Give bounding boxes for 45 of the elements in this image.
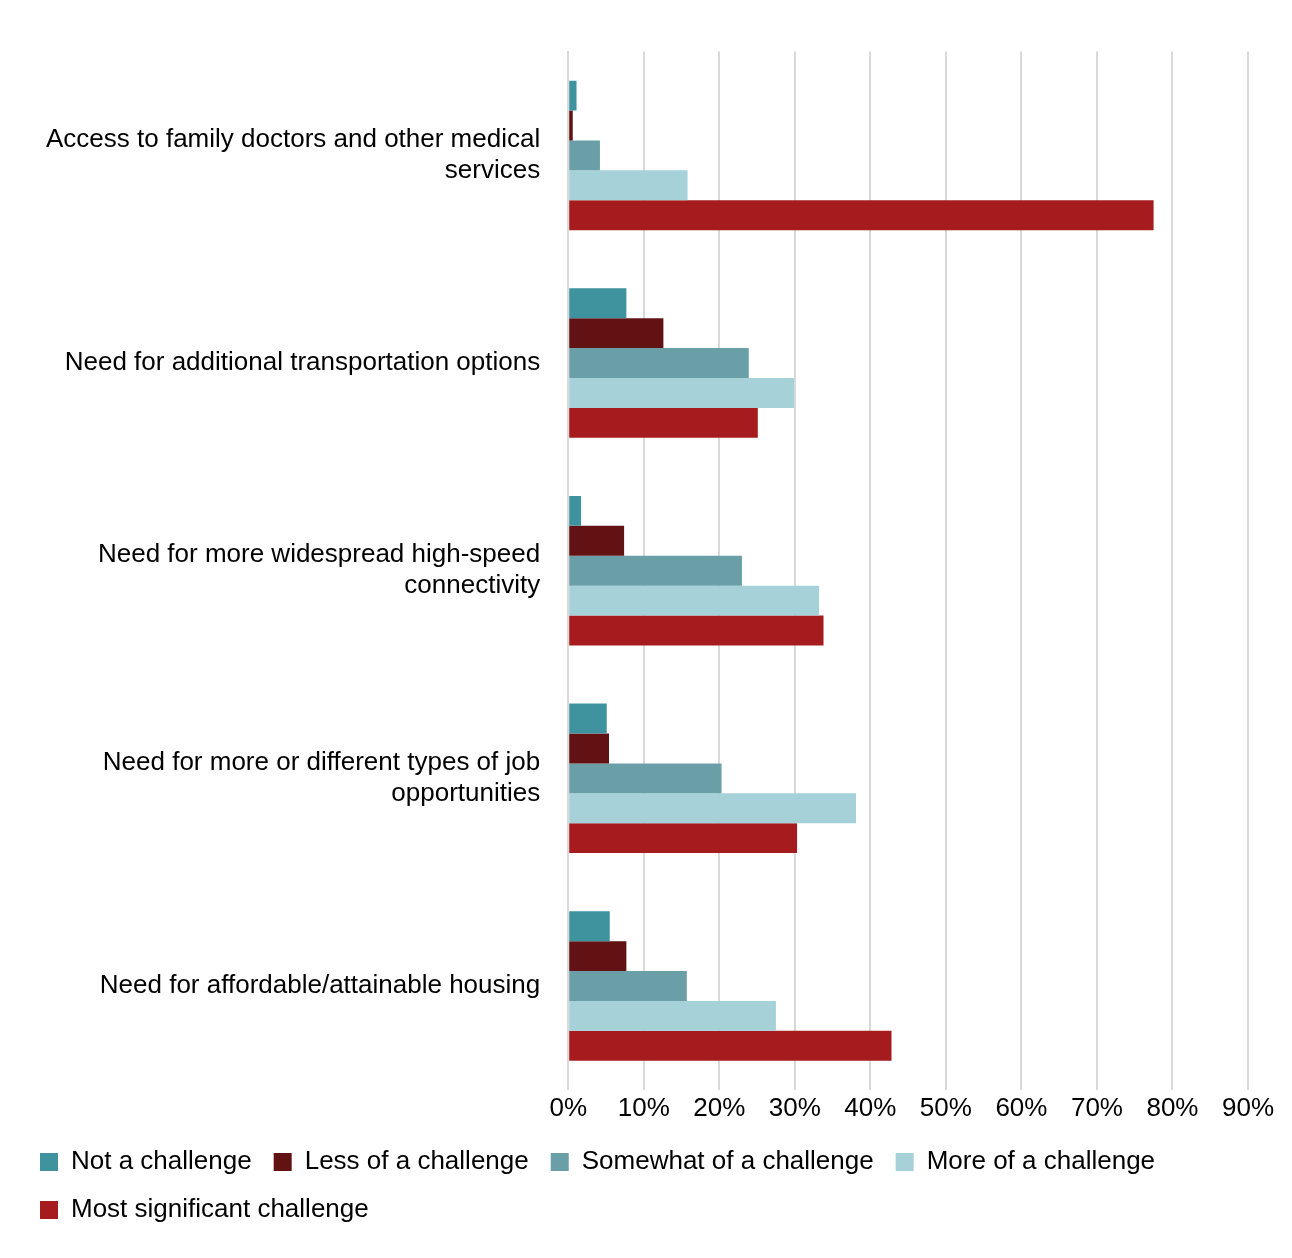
bar [569, 318, 664, 349]
legend-label: Not a challenge [71, 1145, 252, 1176]
bar [569, 823, 798, 854]
bar [569, 378, 795, 408]
bar [569, 288, 627, 319]
bar [569, 1000, 776, 1031]
y-tick-label: Need for more or different types of job opportunities [102, 745, 541, 808]
bar [569, 703, 607, 734]
legend-label: Most significant challenge [71, 1193, 369, 1224]
x-tick-label: 10% [617, 1091, 670, 1122]
bar [569, 941, 627, 972]
x-tick-label: 90% [1221, 1091, 1275, 1122]
bar [569, 911, 610, 942]
bar [569, 80, 577, 111]
x-tick-label: 40% [844, 1091, 897, 1122]
bar [569, 1030, 892, 1061]
x-tick-label: 20% [693, 1091, 746, 1122]
bar [569, 110, 573, 141]
bar [569, 763, 722, 794]
legend-label: More of a challenge [926, 1145, 1156, 1176]
y-tick-label: Need for additional transportation options [64, 346, 541, 377]
bar [569, 525, 625, 556]
legend-label: Somewhat of a challenge [581, 1145, 874, 1176]
x-tick-label: 70% [1070, 1091, 1123, 1122]
y-tick-label: Access to family doctors and other medical services [46, 122, 541, 185]
bar [569, 615, 824, 646]
bar [569, 555, 742, 586]
x-tick-label: 50% [919, 1091, 972, 1122]
bar [569, 793, 856, 824]
bar [569, 971, 687, 1001]
bar [569, 495, 582, 526]
bar [569, 170, 688, 201]
bar [569, 140, 600, 171]
x-tick-label: 80% [1146, 1091, 1199, 1122]
x-tick-label: 0% [549, 1091, 587, 1122]
y-tick-label: Need for affordable/attainable housing [99, 969, 541, 1000]
bar [569, 733, 609, 764]
bar [569, 348, 749, 379]
x-tick-label: 60% [995, 1091, 1048, 1122]
x-tick-label: 30% [768, 1091, 821, 1122]
bar [569, 585, 819, 616]
legend-label: Less of a challenge [304, 1145, 529, 1176]
y-tick-label: Need for more widespread high-speed connectivity [97, 538, 541, 600]
bar [569, 407, 758, 438]
bar [569, 200, 1154, 231]
